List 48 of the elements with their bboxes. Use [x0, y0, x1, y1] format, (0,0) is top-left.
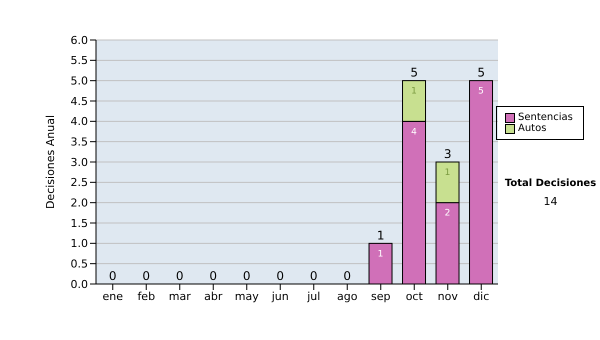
y-tick-label: 5.0	[70, 74, 88, 88]
x-tick-label: nov	[438, 290, 458, 303]
total-label: 0	[176, 269, 184, 283]
total-label: 5	[477, 66, 486, 80]
y-tick-label: 6.0	[70, 34, 88, 47]
data-label: 5	[478, 86, 484, 97]
x-tick-label: oct	[406, 290, 424, 303]
x-tick-label: may	[234, 290, 260, 303]
data-label: 4	[411, 127, 418, 138]
x-tick-label: feb	[137, 290, 156, 303]
legend-label: Sentencias	[518, 112, 573, 123]
data-label: 1	[411, 86, 417, 97]
total-label: 0	[276, 269, 284, 283]
data-label: 2	[444, 208, 450, 219]
total-label: 0	[242, 269, 251, 283]
y-tick-label: 4.0	[70, 115, 88, 128]
data-label: 1	[444, 168, 450, 178]
text: 14	[542, 195, 558, 208]
y-tick-label: 3.5	[70, 136, 88, 149]
text: Total Decisiones	[504, 178, 598, 189]
x-tick-label: abr	[204, 290, 223, 303]
legend-label: Autos	[518, 123, 546, 134]
y-tick-label: 5.5	[70, 54, 88, 68]
x-tick-label: jul	[306, 290, 320, 303]
y-tick-label: 1.5	[70, 216, 88, 230]
total-label: 5	[410, 66, 418, 80]
total-label: 0	[310, 269, 318, 283]
x-tick-label: sep	[371, 290, 391, 303]
x-tick-label: mar	[168, 290, 192, 303]
y-tick-label: 4.5	[70, 94, 88, 108]
x-tick-label: dic	[473, 290, 490, 303]
total-label: 0	[343, 269, 352, 283]
y-tick-label: 3.0	[70, 156, 88, 169]
total-label: 0	[142, 269, 150, 283]
data-label: 1	[378, 249, 384, 260]
total-label: 3	[444, 147, 452, 161]
y-tick-label: 0.5	[70, 258, 88, 271]
total-label: 0	[108, 269, 117, 283]
x-tick-label: ago	[337, 290, 358, 303]
y-tick-label: 1.0	[70, 237, 88, 250]
y-axis-title: Decisiones Anual	[44, 114, 57, 210]
total-label: 0	[209, 269, 218, 283]
x-tick-label: jun	[270, 290, 289, 303]
x-tick-label: ene	[102, 290, 124, 303]
total-label: 1	[376, 228, 385, 242]
y-tick-label: 2.0	[70, 196, 88, 210]
y-tick-label: 2.5	[70, 176, 88, 190]
y-tick-label: 0.0	[70, 278, 88, 291]
